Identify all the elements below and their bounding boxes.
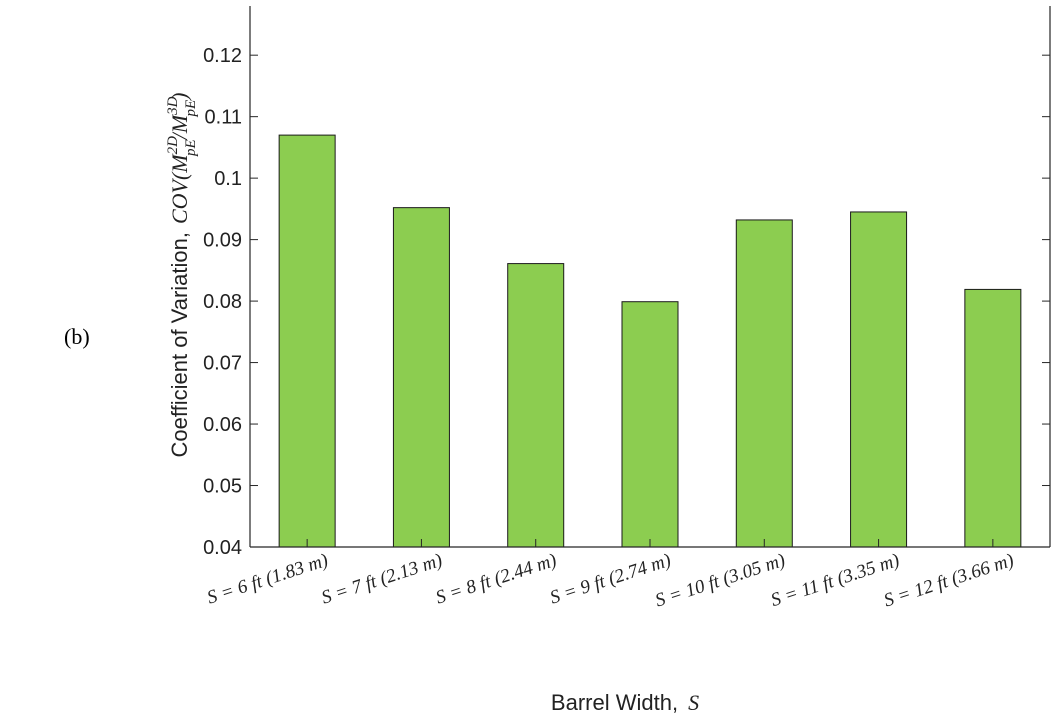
y-axis-math-sub2: pE [183,100,199,118]
y-tick-label: 0.04 [203,537,242,559]
y-axis-math-prefix: COV(M [167,153,192,224]
x-tick-label: S = 12 ft (3.66 m) [881,550,1016,612]
y-tick-label: 0.06 [203,414,242,436]
x-axis-symbol: S [688,690,699,715]
y-ticks-group: 0.04 0.05 0.06 0.07 0.08 0.09 0.1 0.11 0.12 [203,45,1050,559]
bars-group [278,134,1022,548]
y-axis-label-text: Coefficient of Variation, [167,232,192,457]
y-tick-label: 0.08 [203,291,242,313]
x-tick-label: S = 8 ft (2.44 m) [433,550,559,609]
bar [964,288,1022,548]
y-tick-label: 0.05 [203,476,242,498]
y-axis-math-sup1: 2D [165,136,181,155]
bar [735,219,793,548]
x-tick-label: S = 7 ft (2.13 m) [319,550,445,609]
x-ticks-group: S = 6 ft (1.83 m)S = 7 ft (2.13 m)S = 8 … [205,539,1016,612]
panel-label: (b) [64,324,90,349]
y-tick-label: 0.12 [203,45,242,67]
y-axis-math-sub1: pE [183,139,199,157]
bar [278,134,336,548]
x-axis-label-text: Barrel Width, [551,690,678,715]
y-axis-label: Coefficient of Variation,COV(M2D pE/M3D pE… [165,93,199,458]
bar [621,301,679,548]
bar [392,207,450,548]
x-tick-label: S = 11 ft (3.35 m) [768,550,902,611]
bar [850,211,908,548]
y-tick-label: 0.09 [203,230,242,252]
y-tick-label: 0.07 [203,353,242,375]
y-axis-math-mid: /M [167,113,192,141]
x-tick-label: S = 10 ft (3.05 m) [653,550,788,612]
y-tick-label: 0.11 [205,107,242,129]
bar [507,263,565,548]
y-axis-math-sup2: 3D [165,96,181,116]
y-tick-label: 0.1 [214,168,242,190]
y-axis-math-suffix: ) [167,93,192,102]
x-axis-label: Barrel Width, S [551,690,699,715]
